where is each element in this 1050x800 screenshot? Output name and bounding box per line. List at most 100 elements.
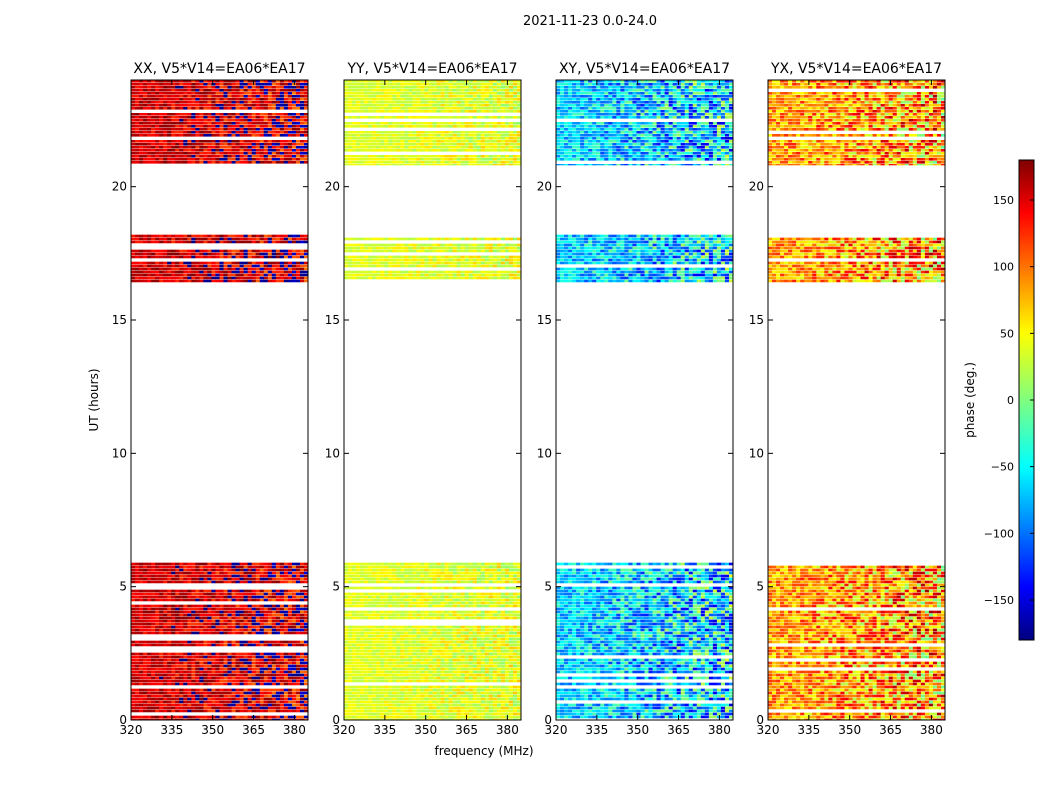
- heatmap-cell: [231, 679, 236, 683]
- heatmap-cell: [151, 691, 156, 695]
- heatmap-cell: [143, 101, 148, 104]
- heatmap-cell: [392, 604, 397, 608]
- heatmap-cell: [287, 577, 293, 581]
- heatmap-cell: [175, 83, 180, 86]
- heatmap-cell: [187, 149, 192, 152]
- heatmap-cell: [424, 595, 429, 599]
- heatmap-cell: [283, 158, 289, 161]
- heatmap-cell: [492, 595, 498, 599]
- heatmap-cell: [187, 134, 192, 137]
- heatmap-cell: [179, 574, 184, 578]
- heatmap-cell: [195, 616, 200, 620]
- heatmap-cell: [199, 661, 204, 665]
- heatmap-cell: [251, 267, 256, 271]
- heatmap-cell: [468, 652, 474, 656]
- heatmap-cell: [424, 649, 429, 653]
- heatmap-cell: [179, 128, 184, 131]
- heatmap-cell: [179, 667, 184, 671]
- heatmap-cell: [139, 628, 144, 632]
- heatmap-cell: [219, 691, 224, 695]
- heatmap-cell: [508, 631, 514, 635]
- heatmap-cell: [287, 622, 293, 626]
- heatmap-cell: [135, 607, 140, 611]
- heatmap-cell: [155, 571, 160, 575]
- heatmap-cell: [171, 92, 176, 95]
- heatmap-cell: [368, 634, 373, 638]
- heatmap-cell: [183, 249, 188, 253]
- heatmap-cell: [163, 89, 168, 92]
- y-tick-label: 10: [112, 446, 127, 460]
- heatmap-cell: [416, 586, 421, 590]
- heatmap-cell: [291, 631, 297, 635]
- heatmap-cell: [139, 616, 144, 620]
- heatmap-cell: [388, 634, 393, 638]
- heatmap-cell: [372, 634, 377, 638]
- heatmap-cell: [368, 577, 373, 581]
- heatmap-cell: [199, 682, 204, 686]
- heatmap-cell: [291, 673, 297, 677]
- heatmap-cell: [384, 616, 389, 620]
- heatmap-cell: [384, 562, 389, 566]
- heatmap-cell: [287, 604, 293, 608]
- heatmap-cell: [267, 140, 273, 143]
- heatmap-cell: [203, 670, 208, 674]
- heatmap-cell: [287, 694, 293, 698]
- heatmap-cell: [243, 709, 248, 713]
- heatmap-cell: [303, 610, 309, 614]
- heatmap-cell: [364, 610, 369, 614]
- heatmap-cell: [191, 610, 196, 614]
- heatmap-cell: [171, 104, 176, 107]
- heatmap-cell: [207, 622, 212, 626]
- heatmap-cell: [243, 670, 248, 674]
- heatmap-cell: [227, 146, 232, 149]
- heatmap-cell: [420, 595, 425, 599]
- heatmap-cell: [215, 116, 220, 119]
- heatmap-cell: [235, 670, 240, 674]
- heatmap-cell: [516, 577, 522, 581]
- heatmap-cell: [219, 619, 224, 623]
- heatmap-cell: [436, 646, 441, 650]
- heatmap-cell: [283, 562, 289, 566]
- heatmap-cell: [243, 134, 248, 137]
- heatmap-cell: [239, 676, 244, 680]
- heatmap-cell: [175, 264, 180, 268]
- heatmap-cell: [380, 634, 385, 638]
- heatmap-cell: [472, 634, 478, 638]
- heatmap-cell: [159, 270, 164, 274]
- heatmap-cell: [283, 709, 289, 713]
- heatmap-cell: [472, 592, 478, 596]
- heatmap-cell: [259, 104, 265, 107]
- heatmap-cell: [227, 607, 232, 611]
- heatmap-cell: [215, 682, 220, 686]
- heatmap-cell: [139, 565, 144, 569]
- heatmap-cell: [135, 113, 140, 116]
- heatmap-cell: [207, 152, 212, 155]
- heatmap-cell: [215, 679, 220, 683]
- heatmap-cell: [275, 670, 281, 674]
- heatmap-cell: [151, 158, 156, 161]
- heatmap-cell: [211, 598, 216, 602]
- heatmap-cell: [388, 625, 393, 629]
- heatmap-cell: [291, 688, 297, 692]
- heatmap-cell: [464, 652, 469, 656]
- heatmap-cell: [167, 240, 172, 244]
- heatmap-cell: [159, 80, 164, 83]
- heatmap-cell: [299, 104, 305, 107]
- heatmap-cell: [432, 616, 437, 620]
- heatmap-cell: [424, 565, 429, 569]
- heatmap-cell: [135, 628, 140, 632]
- heatmap-cell: [275, 161, 281, 164]
- heatmap-cell: [408, 661, 413, 665]
- heatmap-cell: [516, 592, 522, 596]
- heatmap-cell: [360, 637, 365, 641]
- heatmap-cell: [159, 134, 164, 137]
- heatmap-cell: [231, 688, 236, 692]
- heatmap-cell: [195, 676, 200, 680]
- heatmap-cell: [500, 592, 506, 596]
- heatmap-cell: [211, 140, 216, 143]
- heatmap-cell: [251, 92, 256, 95]
- heatmap-cell: [303, 595, 309, 599]
- heatmap-cell: [235, 98, 240, 101]
- heatmap-cell: [243, 261, 248, 265]
- heatmap-cell: [247, 616, 252, 620]
